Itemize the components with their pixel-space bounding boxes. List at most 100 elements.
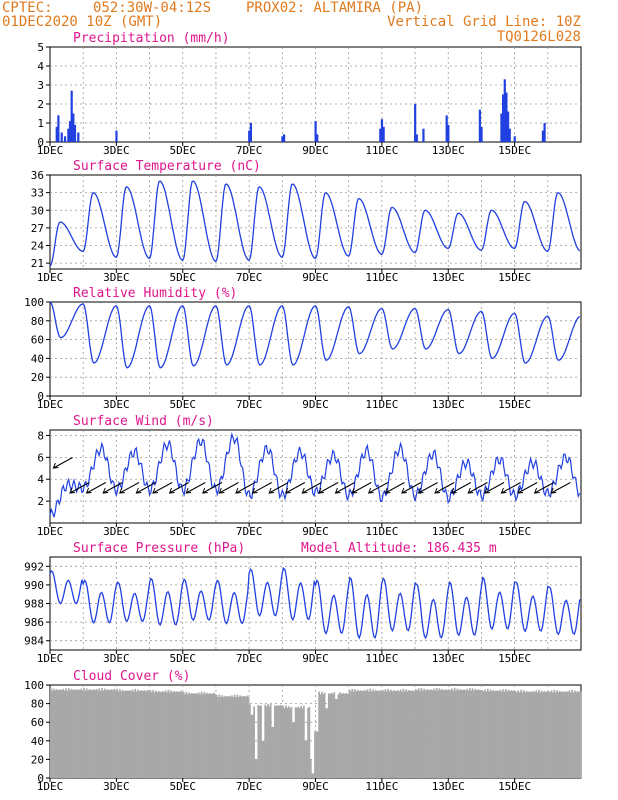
- wind-vector: [302, 482, 322, 494]
- cloud-bar: [575, 692, 578, 778]
- x-tick-label: 5DEC: [170, 525, 197, 538]
- panel-title: Precipitation (mm/h): [73, 31, 230, 46]
- wind-vector-head: [417, 487, 424, 494]
- cloud-bar: [565, 691, 568, 778]
- wind-vector-head: [318, 487, 324, 494]
- cloud-bar: [579, 691, 582, 778]
- precip-bar: [314, 121, 317, 142]
- cloud-bar: [128, 690, 131, 778]
- precip-bar: [70, 90, 73, 142]
- cloud-bar: [359, 690, 362, 778]
- cloud-bar: [174, 691, 177, 778]
- cloud-bar: [380, 691, 383, 778]
- wind-vector-head: [351, 487, 358, 494]
- wind-vector-head: [517, 487, 524, 494]
- cloud-bar: [442, 690, 445, 778]
- y-tick-label: 27: [31, 222, 44, 235]
- cloud-bar: [199, 694, 202, 778]
- cloud-bar: [513, 690, 515, 778]
- cloud-bar: [177, 691, 179, 778]
- cloud-bar: [345, 693, 348, 778]
- cloud-bar: [285, 705, 287, 778]
- cloud-bar: [79, 690, 81, 778]
- cloud-bar: [482, 691, 485, 778]
- cloud-bar: [386, 691, 388, 778]
- cloud-bar: [350, 691, 352, 778]
- cloud-bar: [434, 690, 437, 778]
- cloud-bar: [74, 689, 77, 778]
- cloud-bar: [420, 688, 423, 778]
- wind-vector: [152, 482, 173, 494]
- wind-vector: [53, 457, 73, 469]
- x-tick-label: 11DEC: [365, 652, 398, 665]
- cloud-bar: [463, 689, 466, 778]
- cloud-bar: [304, 740, 307, 778]
- cloud-bar: [493, 691, 496, 778]
- cloud-bar: [423, 688, 426, 778]
- cloud-bar: [539, 692, 542, 778]
- precip-bar: [505, 92, 508, 142]
- x-tick-label: 11DEC: [365, 780, 398, 793]
- cloud-bar: [536, 692, 539, 778]
- cloud-bar: [207, 693, 210, 778]
- cloud-bar: [553, 689, 556, 778]
- wind-vector: [451, 482, 472, 494]
- precip-bar: [55, 126, 58, 142]
- cloud-bar: [522, 690, 525, 778]
- x-tick-label: 9DEC: [302, 652, 329, 665]
- y-tick-label: 6: [37, 451, 44, 464]
- y-tick-label: 2: [37, 495, 44, 508]
- cloud-bar: [141, 690, 143, 778]
- cloud-bar: [278, 705, 280, 778]
- cloud-bar: [92, 689, 95, 778]
- cloud-bar: [123, 691, 125, 778]
- wind-vector-head: [102, 487, 109, 494]
- x-tick-label: 15DEC: [498, 780, 531, 793]
- wind-vector-head: [450, 487, 457, 494]
- cloud-bar: [197, 692, 200, 778]
- y-tick-label: 40: [31, 352, 44, 365]
- cloud-bar: [256, 759, 258, 778]
- cloud-bar: [276, 705, 279, 778]
- wind-vector-head: [550, 487, 557, 494]
- y-tick-label: 984: [24, 635, 44, 648]
- x-tick-label: 1DEC: [37, 398, 64, 411]
- wind-vector-head: [235, 487, 241, 494]
- cloud-bar: [561, 691, 564, 778]
- cloud-bar: [209, 693, 211, 778]
- panel-6: [46, 684, 582, 782]
- cloud-bar: [524, 692, 526, 778]
- wind-vector-head: [533, 487, 540, 494]
- precip-bar: [502, 94, 505, 142]
- x-tick-label: 3DEC: [103, 271, 130, 284]
- y-tick-label: 988: [24, 598, 44, 611]
- x-tick-label: 13DEC: [432, 780, 465, 793]
- cloud-bar: [235, 697, 237, 778]
- cloud-bar: [97, 690, 99, 778]
- cloud-bar: [549, 692, 551, 778]
- x-tick-label: 5DEC: [170, 398, 197, 411]
- x-tick-label: 9DEC: [302, 780, 329, 793]
- wind-vector: [202, 482, 223, 494]
- cloud-bar: [203, 692, 206, 778]
- cloud-bar: [329, 693, 332, 778]
- cloud-bar: [563, 691, 565, 778]
- cloud-bar: [498, 691, 500, 778]
- cloud-bar: [520, 689, 522, 778]
- cloud-bar: [571, 689, 573, 778]
- y-tick-label: 80: [31, 698, 44, 711]
- cloud-bar: [397, 690, 399, 778]
- cloud-bar: [377, 690, 380, 778]
- cloud-bar: [448, 689, 450, 778]
- wind-vector-head: [251, 487, 258, 494]
- cloud-bar: [486, 688, 489, 778]
- cloud-bar: [261, 740, 264, 778]
- cloud-bar: [240, 696, 243, 778]
- x-tick-label: 11DEC: [365, 271, 398, 284]
- cloud-bar: [499, 689, 502, 778]
- cloud-bar: [323, 692, 326, 778]
- precip-bar: [72, 113, 75, 142]
- cloud-bar: [218, 694, 221, 778]
- cloud-bar: [427, 689, 430, 778]
- precip-bar: [480, 126, 483, 142]
